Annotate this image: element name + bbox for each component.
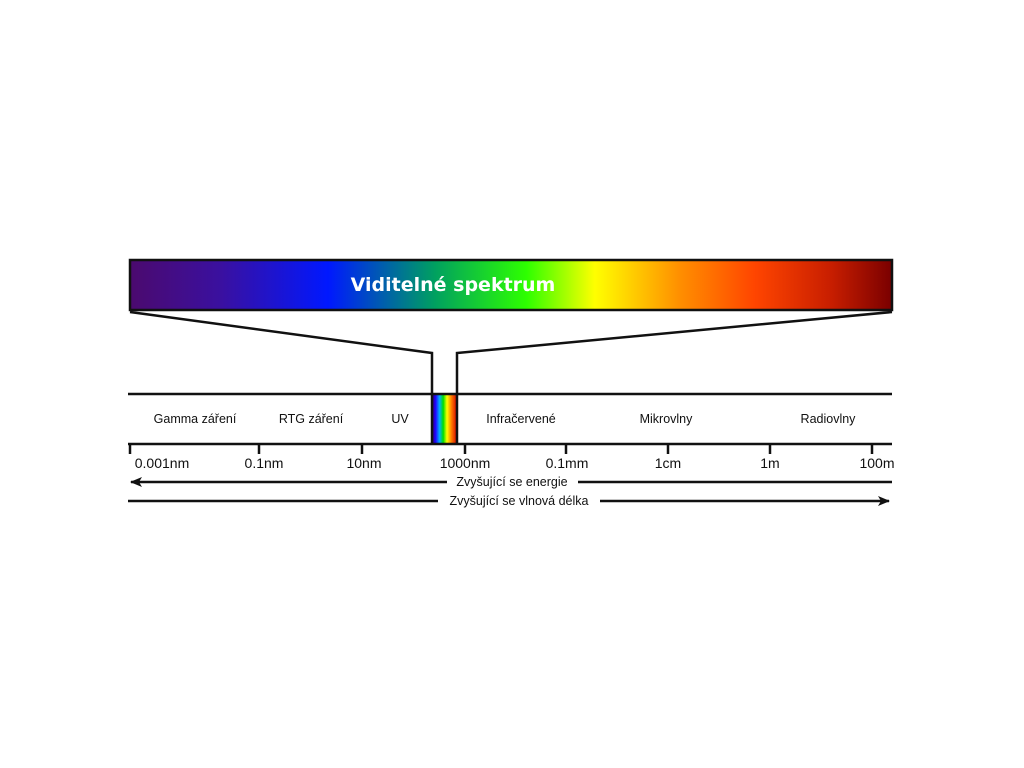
tick-label: 100m xyxy=(859,455,894,471)
tick-label: 1m xyxy=(760,455,779,471)
wavelength-arrow-label: Zvyšující se vlnová délka xyxy=(450,494,589,508)
tick-labels: 0.001nm 0.1nm 10nm 1000nm 0.1mm 1cm 1m 1… xyxy=(135,455,895,471)
region-label: Infračervené xyxy=(486,412,556,426)
visible-spectrum-banner xyxy=(128,258,894,312)
tick-label: 1cm xyxy=(655,455,681,471)
energy-arrow-label: Zvyšující se energie xyxy=(456,475,567,489)
region-label: Radiovlny xyxy=(801,412,857,426)
funnel-left-line xyxy=(129,310,434,394)
tick-marks xyxy=(128,444,874,454)
wavelength-arrow: Zvyšující se vlnová délka xyxy=(128,494,890,508)
region-labels: Gamma záření RTG záření UV Infračervené … xyxy=(154,412,857,426)
region-label: UV xyxy=(391,412,409,426)
banner-title: Viditelné spektrum xyxy=(351,274,556,296)
tick-label: 0.001nm xyxy=(135,455,189,471)
visible-band xyxy=(432,394,457,444)
funnel-right-line xyxy=(455,310,893,394)
tick-label: 0.1nm xyxy=(245,455,284,471)
energy-arrow: Zvyšující se energie xyxy=(130,475,892,489)
tick-label: 10nm xyxy=(346,455,381,471)
region-label: Gamma záření xyxy=(154,412,237,426)
tick-label: 0.1mm xyxy=(546,455,589,471)
tick-label: 1000nm xyxy=(440,455,491,471)
region-label: Mikrovlny xyxy=(640,412,694,426)
region-label: RTG záření xyxy=(279,412,344,426)
